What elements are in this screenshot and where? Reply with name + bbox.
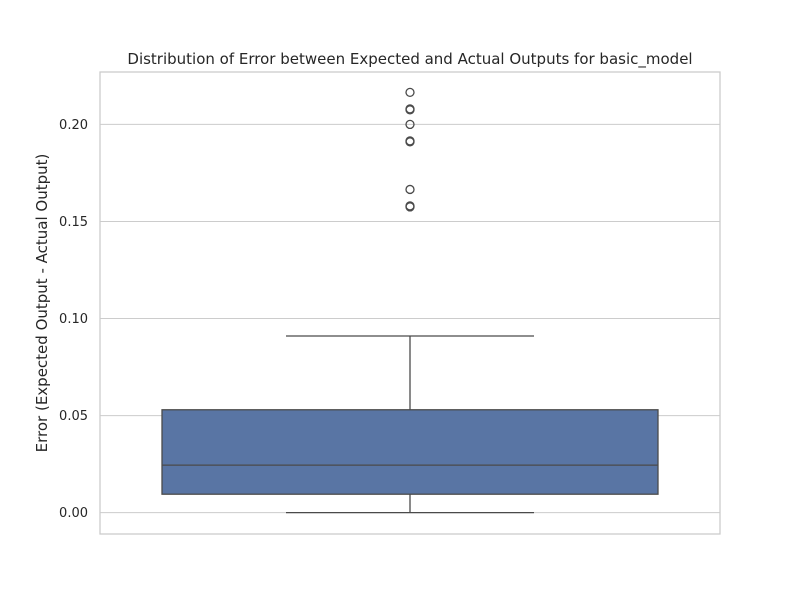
outlier-point	[405, 87, 415, 98]
plot-frame	[99, 71, 721, 535]
iqr-box	[161, 409, 659, 495]
y-tick-label: 0.05	[59, 409, 88, 424]
outlier-point	[405, 119, 415, 130]
y-tick-label: 0.00	[59, 506, 88, 521]
y-tick-label: 0.15	[59, 215, 88, 230]
outlier-point	[405, 184, 415, 195]
y-tick-label: 0.20	[59, 118, 88, 133]
y-tick-layer: 0.00 0.05 0.10 0.15 0.20	[59, 118, 88, 521]
y-tick-label: 0.10	[59, 312, 88, 327]
outlier-point	[405, 202, 415, 212]
plot-layer	[161, 87, 659, 514]
chart-title: Distribution of Error between Expected a…	[127, 50, 692, 69]
outlier-point	[405, 105, 415, 115]
y-axis-label: Error (Expected Output - Actual Output)	[33, 154, 51, 453]
outlier-point	[405, 137, 415, 147]
